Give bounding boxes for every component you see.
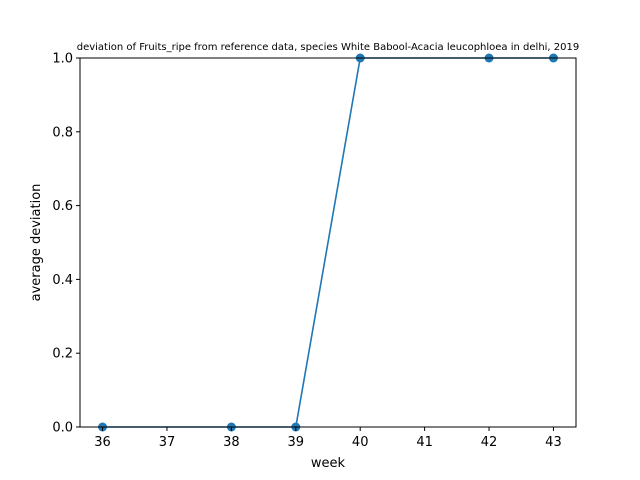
x-tick-label: 43 [545, 435, 562, 450]
y-axis: 0.0 0.2 0.4 0.6 0.8 1.0 [52, 52, 80, 436]
y-axis-label: average deviation [29, 184, 44, 302]
y-tick-label: 0.8 [52, 125, 73, 140]
y-tick-label: 0.6 [52, 199, 73, 214]
series-line [102, 57, 554, 428]
x-axis-label: week [311, 456, 346, 471]
x-tick-label: 39 [288, 435, 305, 450]
y-tick-label: 0.4 [52, 273, 73, 288]
x-axis: 36 37 38 39 40 41 42 43 [94, 427, 562, 450]
y-tick-label: 0.0 [52, 421, 73, 436]
plot-frame [79, 57, 577, 428]
x-tick-label: 37 [159, 435, 176, 450]
x-tick-label: 38 [223, 435, 240, 450]
x-tick-label: 42 [481, 435, 498, 450]
x-tick-label: 36 [94, 435, 111, 450]
y-tick-label: 0.2 [52, 347, 73, 362]
x-tick-label: 40 [352, 435, 369, 450]
chart-title: deviation of Fruits_ripe from reference … [77, 42, 580, 53]
x-tick-label: 41 [416, 435, 433, 450]
plot-content [98, 53, 558, 432]
y-tick-label: 1.0 [52, 52, 73, 67]
